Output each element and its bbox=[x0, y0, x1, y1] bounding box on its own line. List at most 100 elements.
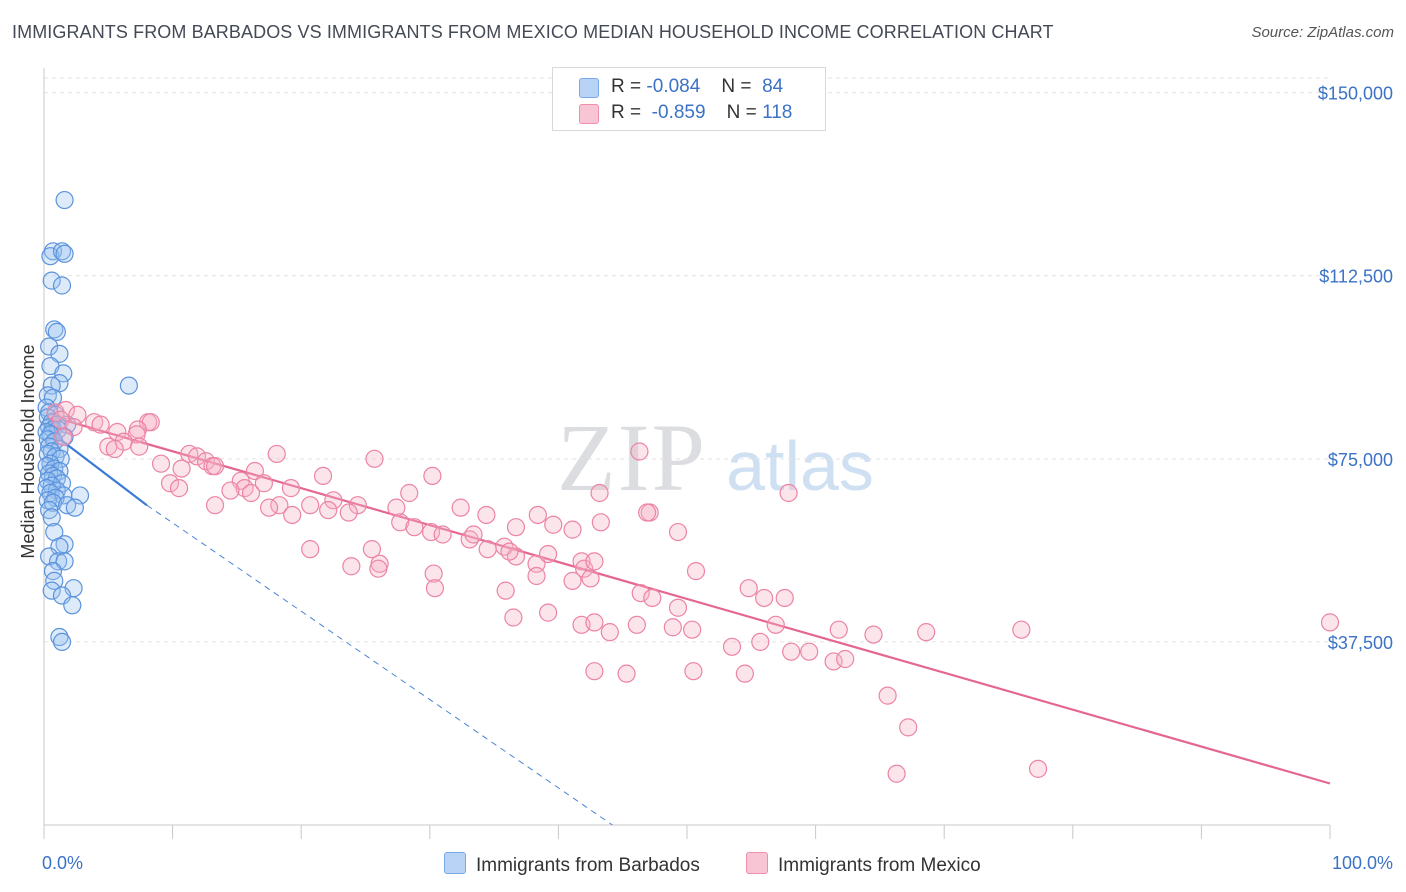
mexico-point bbox=[600, 623, 619, 642]
mexico-point bbox=[779, 483, 798, 503]
barbados-point bbox=[119, 376, 138, 395]
correlation-legend: R = -0.084 N = 84 R = -0.859 N = 118 bbox=[552, 67, 826, 131]
y-tick-label: $75,000 bbox=[1328, 450, 1393, 470]
mexico-point bbox=[829, 620, 848, 639]
barbados-point bbox=[55, 190, 74, 210]
mexico-point bbox=[1028, 759, 1048, 778]
legend-swatch-barbados bbox=[579, 78, 599, 98]
watermark-zip: ZIP bbox=[557, 404, 707, 511]
mexico-point bbox=[105, 439, 124, 459]
mexico-point bbox=[241, 483, 261, 503]
mexico-point bbox=[563, 571, 582, 590]
barbados-point bbox=[42, 508, 61, 527]
mexico-point bbox=[887, 764, 906, 783]
barbados-point bbox=[43, 562, 63, 581]
x-tick-label-max: 100.0% bbox=[1332, 853, 1393, 873]
barbados-point bbox=[40, 500, 59, 520]
mexico-point bbox=[684, 662, 703, 681]
mexico-point bbox=[205, 457, 225, 476]
mexico-point bbox=[477, 505, 496, 525]
mexico-point bbox=[1320, 613, 1340, 632]
legend-n-value-mexico: 118 bbox=[762, 102, 793, 123]
mexico-point bbox=[342, 557, 361, 576]
barbados-point bbox=[45, 320, 64, 339]
legend-r-label: R = bbox=[611, 102, 642, 123]
mexico-point bbox=[590, 483, 609, 503]
barbados-point bbox=[41, 247, 60, 266]
mexico-point bbox=[739, 579, 758, 598]
mexico-trend-line bbox=[53, 416, 1331, 785]
mexico-point bbox=[735, 664, 754, 683]
mexico-point bbox=[281, 479, 301, 498]
mexico-point bbox=[617, 664, 636, 683]
mexico-point bbox=[500, 542, 519, 561]
mexico-point bbox=[301, 540, 320, 559]
mexico-point bbox=[365, 449, 384, 468]
barbados-point bbox=[65, 498, 84, 517]
mexico-point bbox=[339, 503, 358, 522]
mexico-point bbox=[301, 496, 320, 515]
mexico-point bbox=[627, 615, 646, 634]
mexico-point bbox=[259, 498, 279, 517]
legend-r-value-barbados: -0.084 bbox=[646, 76, 701, 97]
mexico-point bbox=[668, 522, 688, 542]
mexico-point bbox=[324, 491, 343, 510]
mexico-point bbox=[766, 615, 785, 634]
legend-swatch-mexico bbox=[579, 104, 599, 124]
x-tick-label-min: 0.0% bbox=[42, 853, 83, 873]
bottom-legend-swatch-barbados bbox=[444, 852, 466, 874]
y-axis-label: Median Household Income bbox=[18, 344, 38, 558]
mexico-point bbox=[172, 459, 191, 478]
mexico-point bbox=[160, 474, 180, 493]
mexico-point bbox=[755, 588, 774, 608]
bottom-legend-swatch-mexico bbox=[746, 852, 768, 874]
mexico-point bbox=[824, 652, 843, 671]
mexico-point bbox=[496, 581, 515, 600]
legend-r-value-mexico: -0.859 bbox=[651, 102, 706, 123]
mexico-point bbox=[187, 447, 207, 466]
mexico-point bbox=[563, 520, 582, 539]
mexico-point bbox=[630, 442, 649, 461]
mexico-point bbox=[433, 525, 452, 544]
mexico-point bbox=[585, 552, 604, 571]
legend-r-label: R = bbox=[611, 76, 642, 97]
mexico-point bbox=[478, 540, 497, 559]
barbados-point bbox=[63, 596, 82, 615]
mexico-point bbox=[539, 603, 558, 622]
barbados-point bbox=[49, 552, 68, 571]
mexico-point bbox=[495, 537, 514, 556]
barbados-point bbox=[52, 242, 72, 261]
legend-n-value-barbados: 84 bbox=[762, 76, 784, 97]
mexico-point bbox=[424, 564, 443, 583]
barbados-point bbox=[55, 244, 74, 263]
mexico-point bbox=[581, 569, 600, 588]
barbados-point bbox=[40, 337, 59, 356]
mexico-point bbox=[421, 522, 441, 542]
bottom-legend-barbados: Immigrants from Barbados bbox=[444, 852, 700, 877]
mexico-point bbox=[91, 415, 110, 434]
barbados-point bbox=[47, 322, 66, 341]
axis-labels: $37,500 $75,000 $112,500 $150,000 0.0% 100.0%… bbox=[18, 84, 1393, 873]
mexico-point bbox=[504, 608, 523, 627]
mexico-point bbox=[391, 513, 410, 532]
mexico-point bbox=[254, 474, 274, 493]
mexico-point bbox=[319, 500, 338, 520]
mexico-point bbox=[631, 583, 650, 603]
mexico-point bbox=[751, 632, 770, 652]
grid-lines bbox=[44, 77, 1330, 643]
y-tick-label: $37,500 bbox=[1328, 633, 1393, 653]
barbados-point bbox=[52, 632, 72, 652]
barbados-point bbox=[55, 552, 74, 571]
bottom-legend-label-mexico: Immigrants from Mexico bbox=[778, 855, 981, 876]
mexico-point bbox=[668, 598, 688, 617]
mexico-point bbox=[400, 483, 419, 503]
barbados-trend-line bbox=[43, 426, 148, 507]
legend-n-label: N = bbox=[726, 102, 757, 123]
mexico-point bbox=[917, 623, 936, 642]
mexico-point bbox=[775, 588, 794, 608]
watermark-atlas: atlas bbox=[726, 427, 874, 505]
y-tick-label: $150,000 bbox=[1318, 84, 1393, 104]
mexico-point bbox=[585, 662, 604, 681]
mexico-point bbox=[878, 686, 897, 705]
